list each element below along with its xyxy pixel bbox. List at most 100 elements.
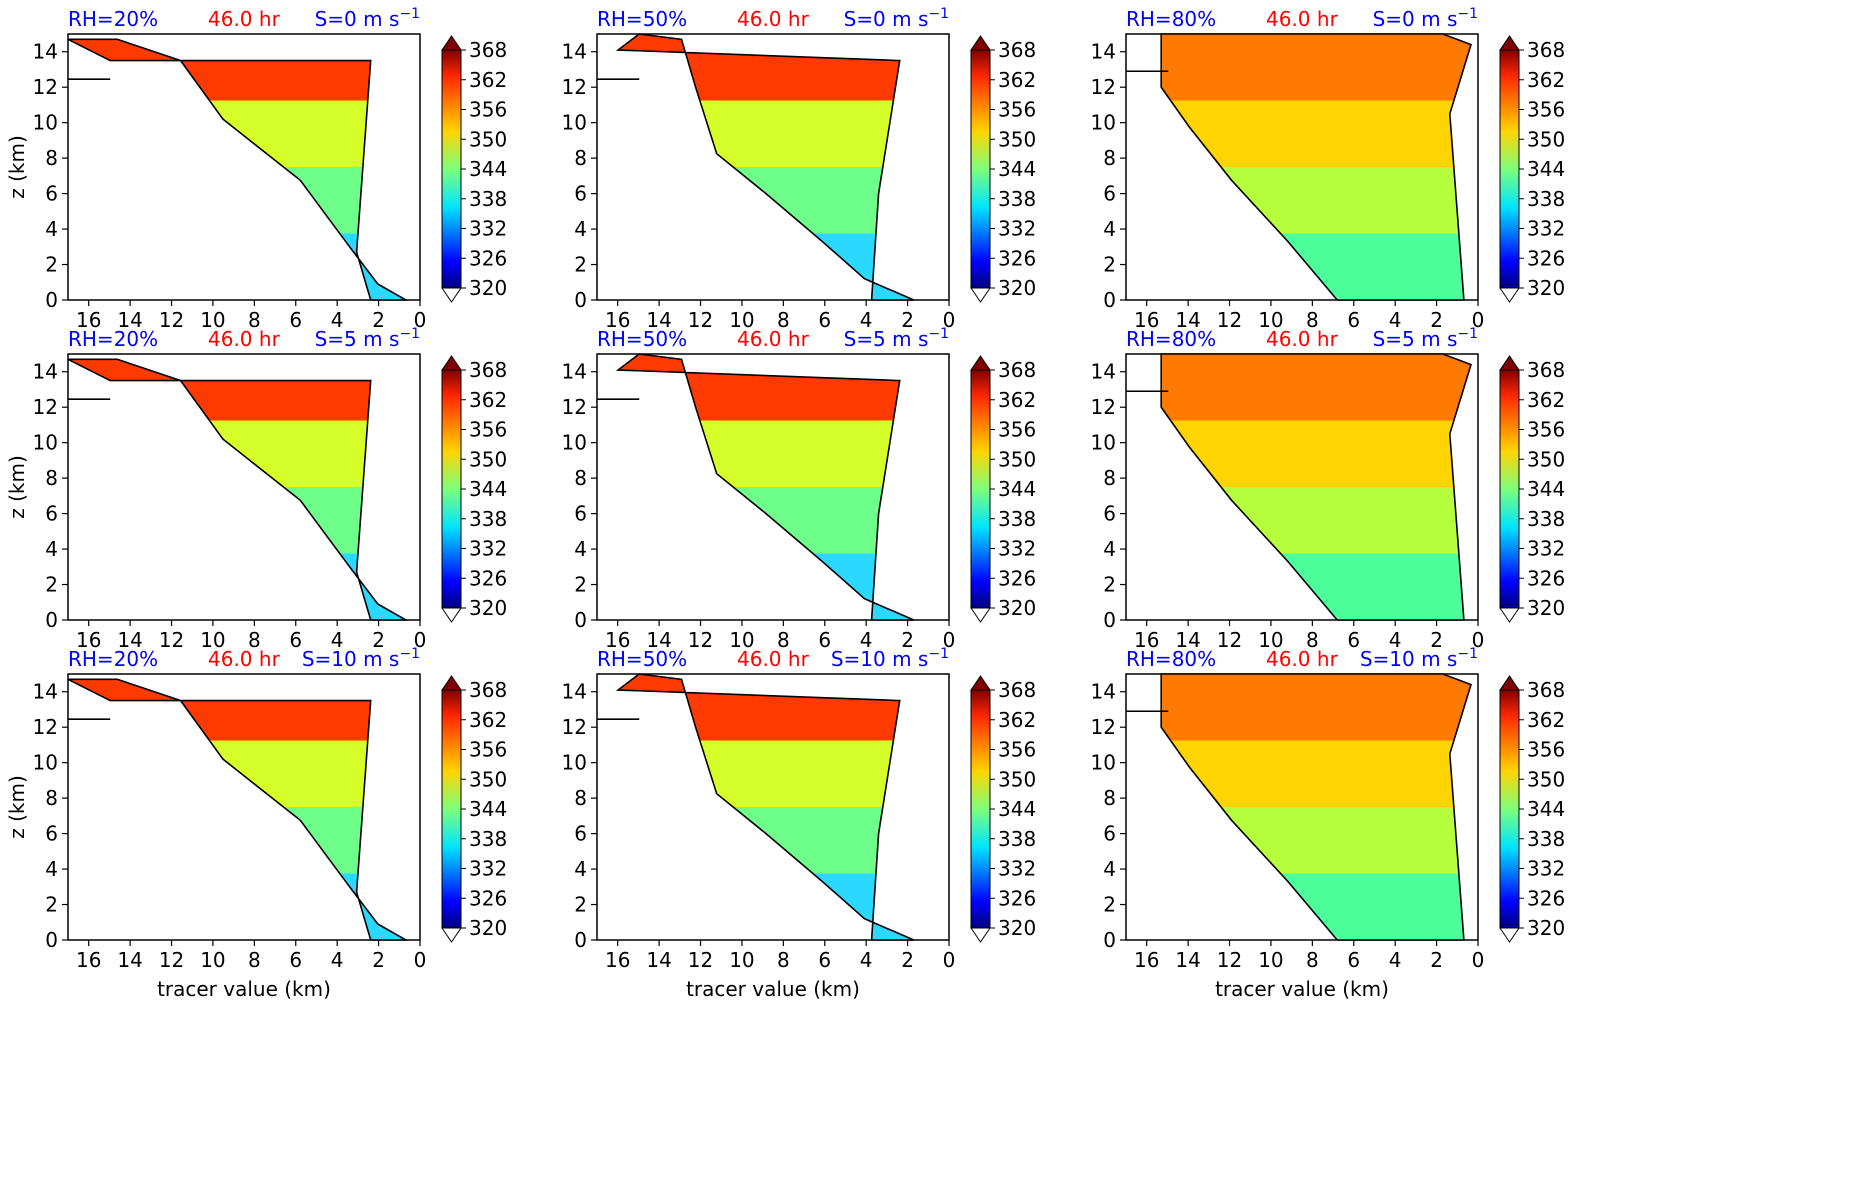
contour-line [67,678,409,941]
x-tick-label: 0 [943,948,956,972]
colorbar-tick-label: 362 [1527,68,1565,92]
y-tick-label: 8 [574,786,587,810]
x-tick-label: 16 [605,948,630,972]
rh-label: RH=50% [597,7,687,31]
x-tick-label: 16 [76,308,101,332]
contour-line [615,353,915,621]
x-tick-label: 10 [729,628,754,652]
colorbar-tick-label: 356 [998,98,1036,122]
y-tick-label: 6 [45,822,58,846]
contour-band [1161,34,1471,102]
x-tick-label: 6 [818,628,831,652]
colorbar-tick-label: 344 [1527,797,1565,821]
colorbar-extend-min [1499,927,1520,943]
colorbar-tick-label: 338 [998,827,1036,851]
colorbar-tick-label: 344 [998,157,1036,181]
colorbar-tick-label: 326 [1527,566,1565,590]
y-tick-label: 6 [1103,182,1116,206]
x-tick-label: 10 [1258,628,1283,652]
y-tick-label: 4 [574,217,587,241]
time-label: 46.0 hr [737,7,810,31]
colorbar-tick-label: 362 [469,388,507,412]
colorbar-tick-label: 332 [998,217,1036,241]
y-tick-label: 6 [574,822,587,846]
colorbar-tick-label: 326 [469,566,507,590]
x-tick-label: 16 [76,628,101,652]
colorbar-tick-label: 320 [1527,916,1565,940]
colorbar-tick-label: 332 [469,537,507,561]
colorbar-tick-label: 326 [469,246,507,270]
x-tick-label: 4 [1389,948,1402,972]
x-tick-label: 6 [1347,948,1360,972]
x-tick-label: 4 [860,948,873,972]
y-tick-label: 2 [45,573,58,597]
colorbar-extend-min [970,287,991,303]
y-tick-label: 0 [574,608,587,632]
x-tick-label: 0 [1472,308,1485,332]
colorbar-tick-label: 344 [1527,477,1565,501]
colorbar-tick-label: 320 [998,276,1036,300]
colorbar-tick-label: 362 [998,68,1036,92]
y-tick-label: 6 [574,502,587,526]
y-tick-label: 2 [574,893,587,917]
rh-label: RH=80% [1126,647,1216,671]
x-tick-label: 4 [331,308,344,332]
y-tick-label: 2 [1103,253,1116,277]
y-tick-label: 2 [45,893,58,917]
x-tick-label: 8 [777,948,790,972]
shear-exponent: −1 [399,646,420,662]
time-label: 46.0 hr [1266,647,1339,671]
colorbar-tick-label: 368 [998,678,1036,702]
y-tick-label: 4 [574,857,587,881]
x-tick-label: 16 [76,948,101,972]
x-tick-label: 12 [688,628,713,652]
shear-exponent: −1 [399,326,420,342]
colorbar-tick-label: 320 [469,596,507,620]
colorbar-tick-label: 320 [998,916,1036,940]
y-tick-label: 10 [33,111,58,135]
y-tick-label: 0 [1103,288,1116,312]
y-tick-label: 12 [562,715,587,739]
x-tick-label: 16 [605,308,630,332]
y-tick-label: 8 [574,146,587,170]
y-tick-label: 8 [45,786,58,810]
x-tick-label: 14 [646,948,671,972]
shear-exponent: −1 [399,6,420,22]
y-tick-label: 2 [1103,893,1116,917]
time-label: 46.0 hr [1266,7,1339,31]
colorbar-tick-label: 320 [469,276,507,300]
colorbar-tick-label: 350 [469,127,507,151]
colorbar-tick-label: 332 [469,217,507,241]
x-tick-label: 2 [372,948,385,972]
contour-line [67,38,409,301]
y-tick-label: 2 [1103,573,1116,597]
time-label: 46.0 hr [737,327,810,351]
x-tick-label: 0 [1472,628,1485,652]
colorbar-tick-label: 320 [469,916,507,940]
x-tick-label: 8 [1306,308,1319,332]
x-axis-label: tracer value (km) [1215,977,1389,1001]
x-tick-label: 16 [1134,308,1159,332]
colorbar-extend-max [1499,355,1520,371]
x-tick-label: 10 [729,308,754,332]
shear-label: S=10 m s−1 [1360,646,1478,671]
rh-label: RH=20% [68,7,158,31]
x-tick-label: 4 [860,308,873,332]
colorbar-tick-label: 326 [469,886,507,910]
y-tick-label: 14 [1091,680,1116,704]
x-tick-label: 8 [777,628,790,652]
y-axis-label: z (km) [5,775,29,839]
colorbar-tick-label: 368 [1527,678,1565,702]
colorbar-tick-label: 344 [469,797,507,821]
panel-5: 16 14 12 10 8 6 4 2 0 0 2 4 6 8 10 12 14 RH=50% 46.0 hr S=5… [562,326,1037,652]
colorbar-tick-label: 350 [1527,767,1565,791]
colorbar-tick-label: 344 [1527,157,1565,181]
y-tick-label: 4 [1103,857,1116,881]
colorbar-tick-label: 326 [998,886,1036,910]
y-tick-label: 2 [45,253,58,277]
colorbar-tick-label: 362 [1527,708,1565,732]
y-tick-label: 12 [33,395,58,419]
colorbar-extend-min [441,287,462,303]
contour-band [1161,674,1471,742]
colorbar-tick-label: 338 [469,507,507,531]
